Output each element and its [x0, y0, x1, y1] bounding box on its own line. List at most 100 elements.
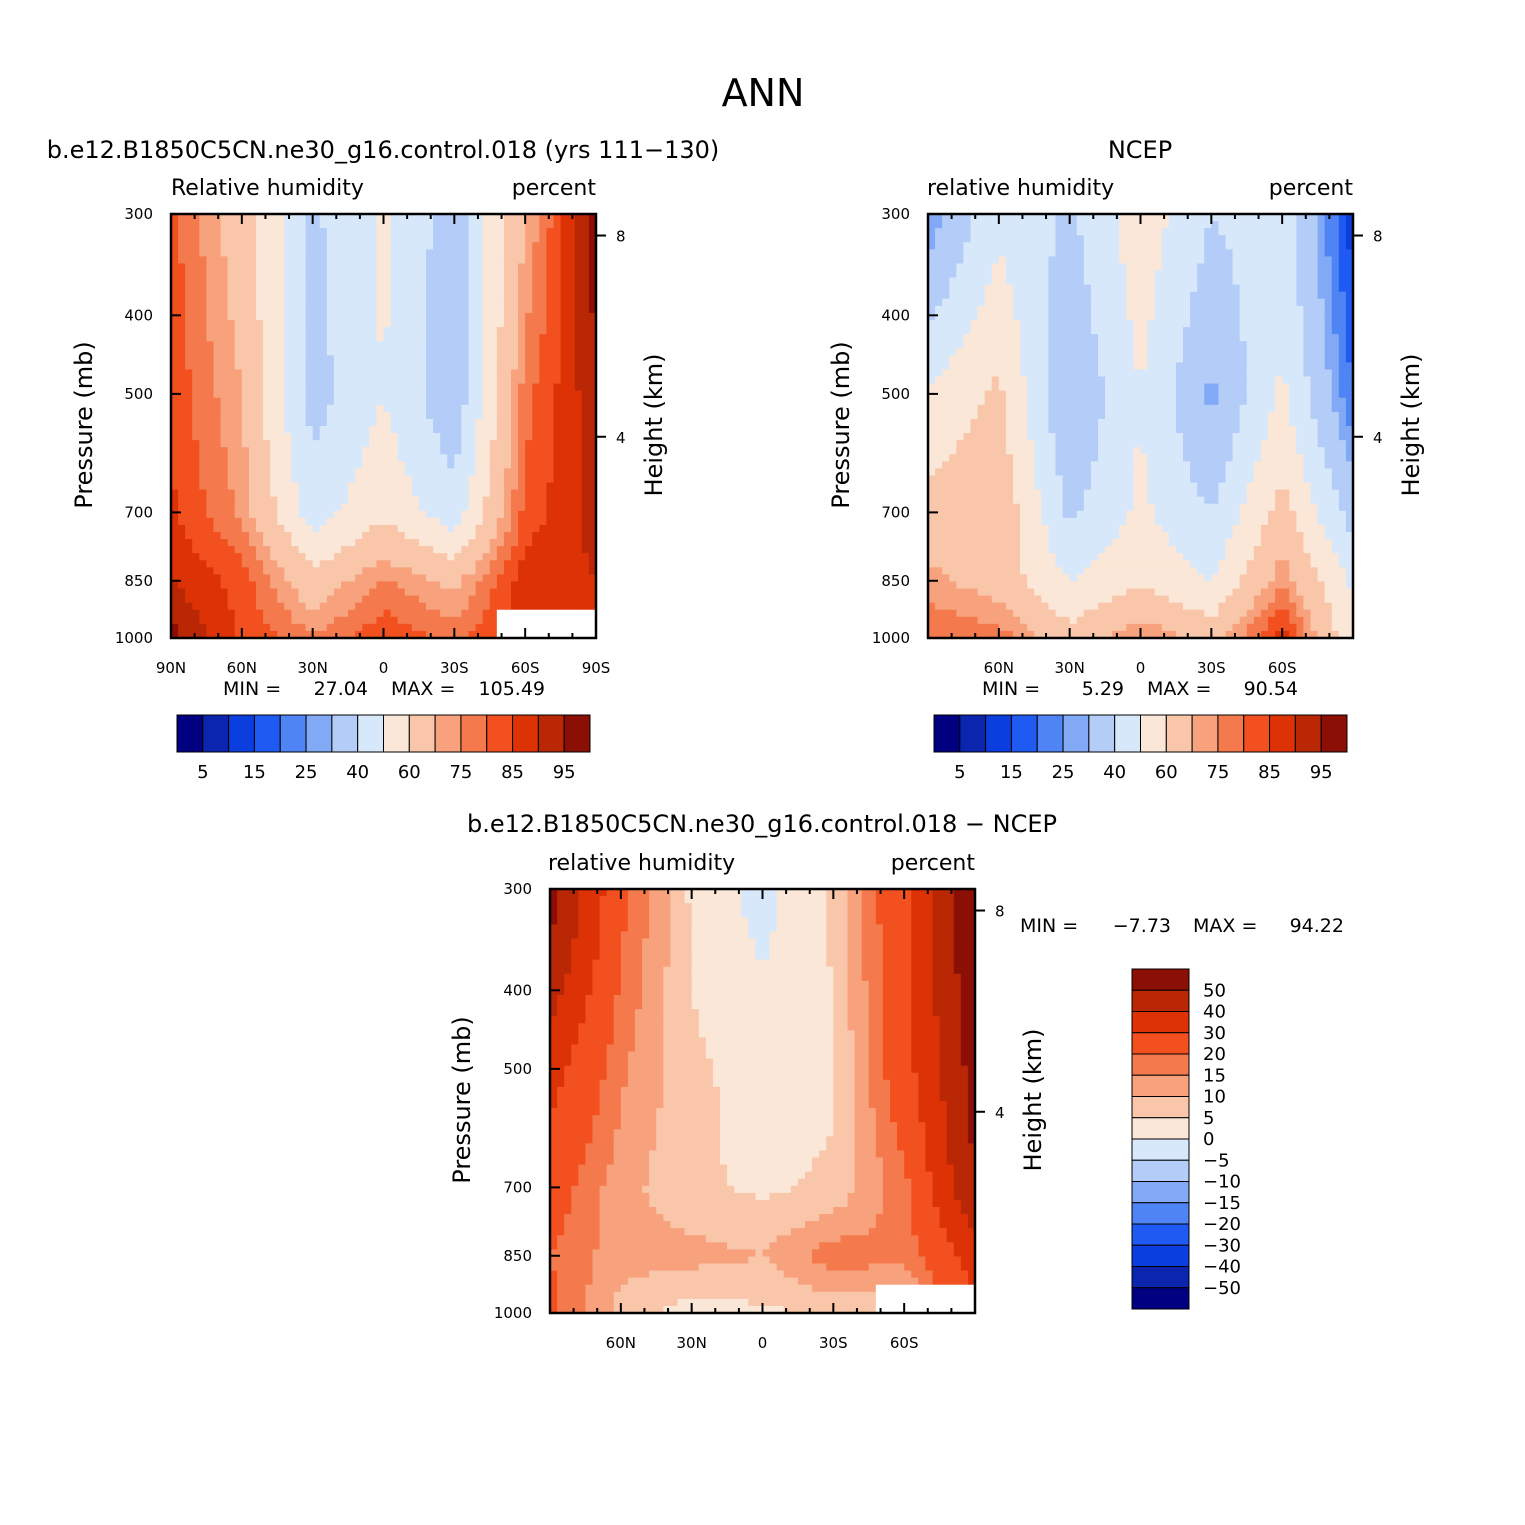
field-cell: [185, 426, 193, 434]
field-cell: [1034, 221, 1042, 229]
field-cell: [284, 588, 293, 597]
field-cell: [1020, 362, 1028, 371]
field-cell: [998, 256, 1007, 265]
field-cell: [404, 440, 413, 448]
field-cell: [404, 221, 413, 229]
field-cell: [496, 235, 505, 243]
field-cell: [178, 277, 186, 286]
field-cell: [1140, 348, 1149, 356]
field-cell: [199, 454, 208, 462]
field-cell: [496, 489, 505, 498]
field-cell: [341, 404, 349, 413]
field-cell: [305, 440, 314, 448]
y-tick-label: 700: [124, 503, 153, 521]
field-cell: [447, 270, 455, 279]
field-cell: [991, 235, 1000, 243]
field-cell: [511, 609, 519, 618]
field-cell: [319, 539, 328, 547]
field-cell: [1140, 235, 1149, 243]
field-cell: [171, 228, 179, 236]
field-cell: [1211, 298, 1220, 307]
field-cell: [1296, 270, 1305, 279]
field-cell: [369, 588, 378, 597]
field-cell: [447, 383, 455, 392]
field-cell: [440, 235, 448, 243]
field-cell: [270, 609, 278, 618]
field-cell: [298, 305, 307, 314]
field-cell: [454, 221, 463, 229]
field-cell: [241, 496, 250, 505]
field-cell: [977, 263, 986, 272]
field-cell: [171, 581, 179, 590]
field-cell: [970, 277, 979, 286]
field-cell: [553, 447, 562, 455]
field-cell: [411, 581, 420, 590]
field-cell: [411, 433, 420, 441]
field-cell: [404, 532, 413, 540]
field-cell: [1324, 298, 1333, 307]
field-cell: [383, 348, 392, 356]
field-cell: [1310, 284, 1319, 293]
field-cell: [567, 383, 576, 392]
field-cell: [397, 517, 406, 526]
field-cell: [199, 291, 208, 300]
field-cell: [489, 256, 498, 265]
field-cell: [319, 348, 328, 356]
field-cell: [383, 305, 392, 314]
field-cell: [348, 411, 356, 420]
field-cell: [1204, 249, 1212, 257]
field-cell: [355, 426, 363, 434]
field-cell: [390, 284, 399, 293]
field-cell: [489, 327, 498, 335]
field-cell: [935, 214, 943, 222]
field-cell: [496, 560, 505, 568]
field-cell: [284, 454, 293, 462]
field-cell: [475, 411, 484, 420]
units-label: percent: [512, 176, 597, 201]
field-cell: [418, 623, 427, 632]
field-cell: [553, 560, 562, 568]
field-cell: [291, 320, 300, 328]
field-cell: [532, 567, 540, 575]
field-cell: [263, 263, 271, 272]
field-cell: [518, 503, 526, 512]
field-cell: [390, 588, 399, 597]
field-cell: [319, 383, 328, 392]
field-cell: [496, 510, 505, 519]
field-cell: [213, 284, 222, 293]
field-cell: [1345, 298, 1354, 307]
field-cell: [298, 298, 307, 307]
field-cell: [956, 312, 965, 321]
field-cell: [418, 376, 427, 385]
field-cell: [298, 221, 307, 229]
field-cell: [248, 468, 257, 477]
field-cell: [461, 503, 470, 512]
field-cell: [362, 510, 370, 519]
field-cell: [418, 602, 427, 611]
field-cell: [270, 418, 278, 427]
field-cell: [241, 214, 250, 222]
field-cell: [234, 341, 243, 349]
field-cell: [489, 630, 498, 639]
field-cell: [277, 263, 285, 272]
field-cell: [1282, 284, 1290, 293]
field-cell: [333, 214, 342, 222]
field-cell: [390, 433, 399, 441]
field-cell: [1105, 242, 1113, 250]
field-cell: [489, 461, 498, 469]
field-cell: [411, 630, 420, 639]
field-cell: [1260, 334, 1269, 342]
field-cell: [468, 270, 477, 279]
field-cell: [227, 312, 236, 321]
field-cell: [567, 595, 576, 604]
field-cell: [503, 320, 512, 328]
field-cell: [333, 426, 342, 434]
field-cell: [256, 510, 264, 519]
field-cell: [305, 362, 314, 371]
field-cell: [1268, 263, 1276, 272]
field-cell: [319, 496, 328, 505]
field-cell: [305, 235, 314, 243]
field-cell: [553, 461, 562, 469]
field-cell: [326, 447, 335, 455]
field-cell: [482, 305, 491, 314]
